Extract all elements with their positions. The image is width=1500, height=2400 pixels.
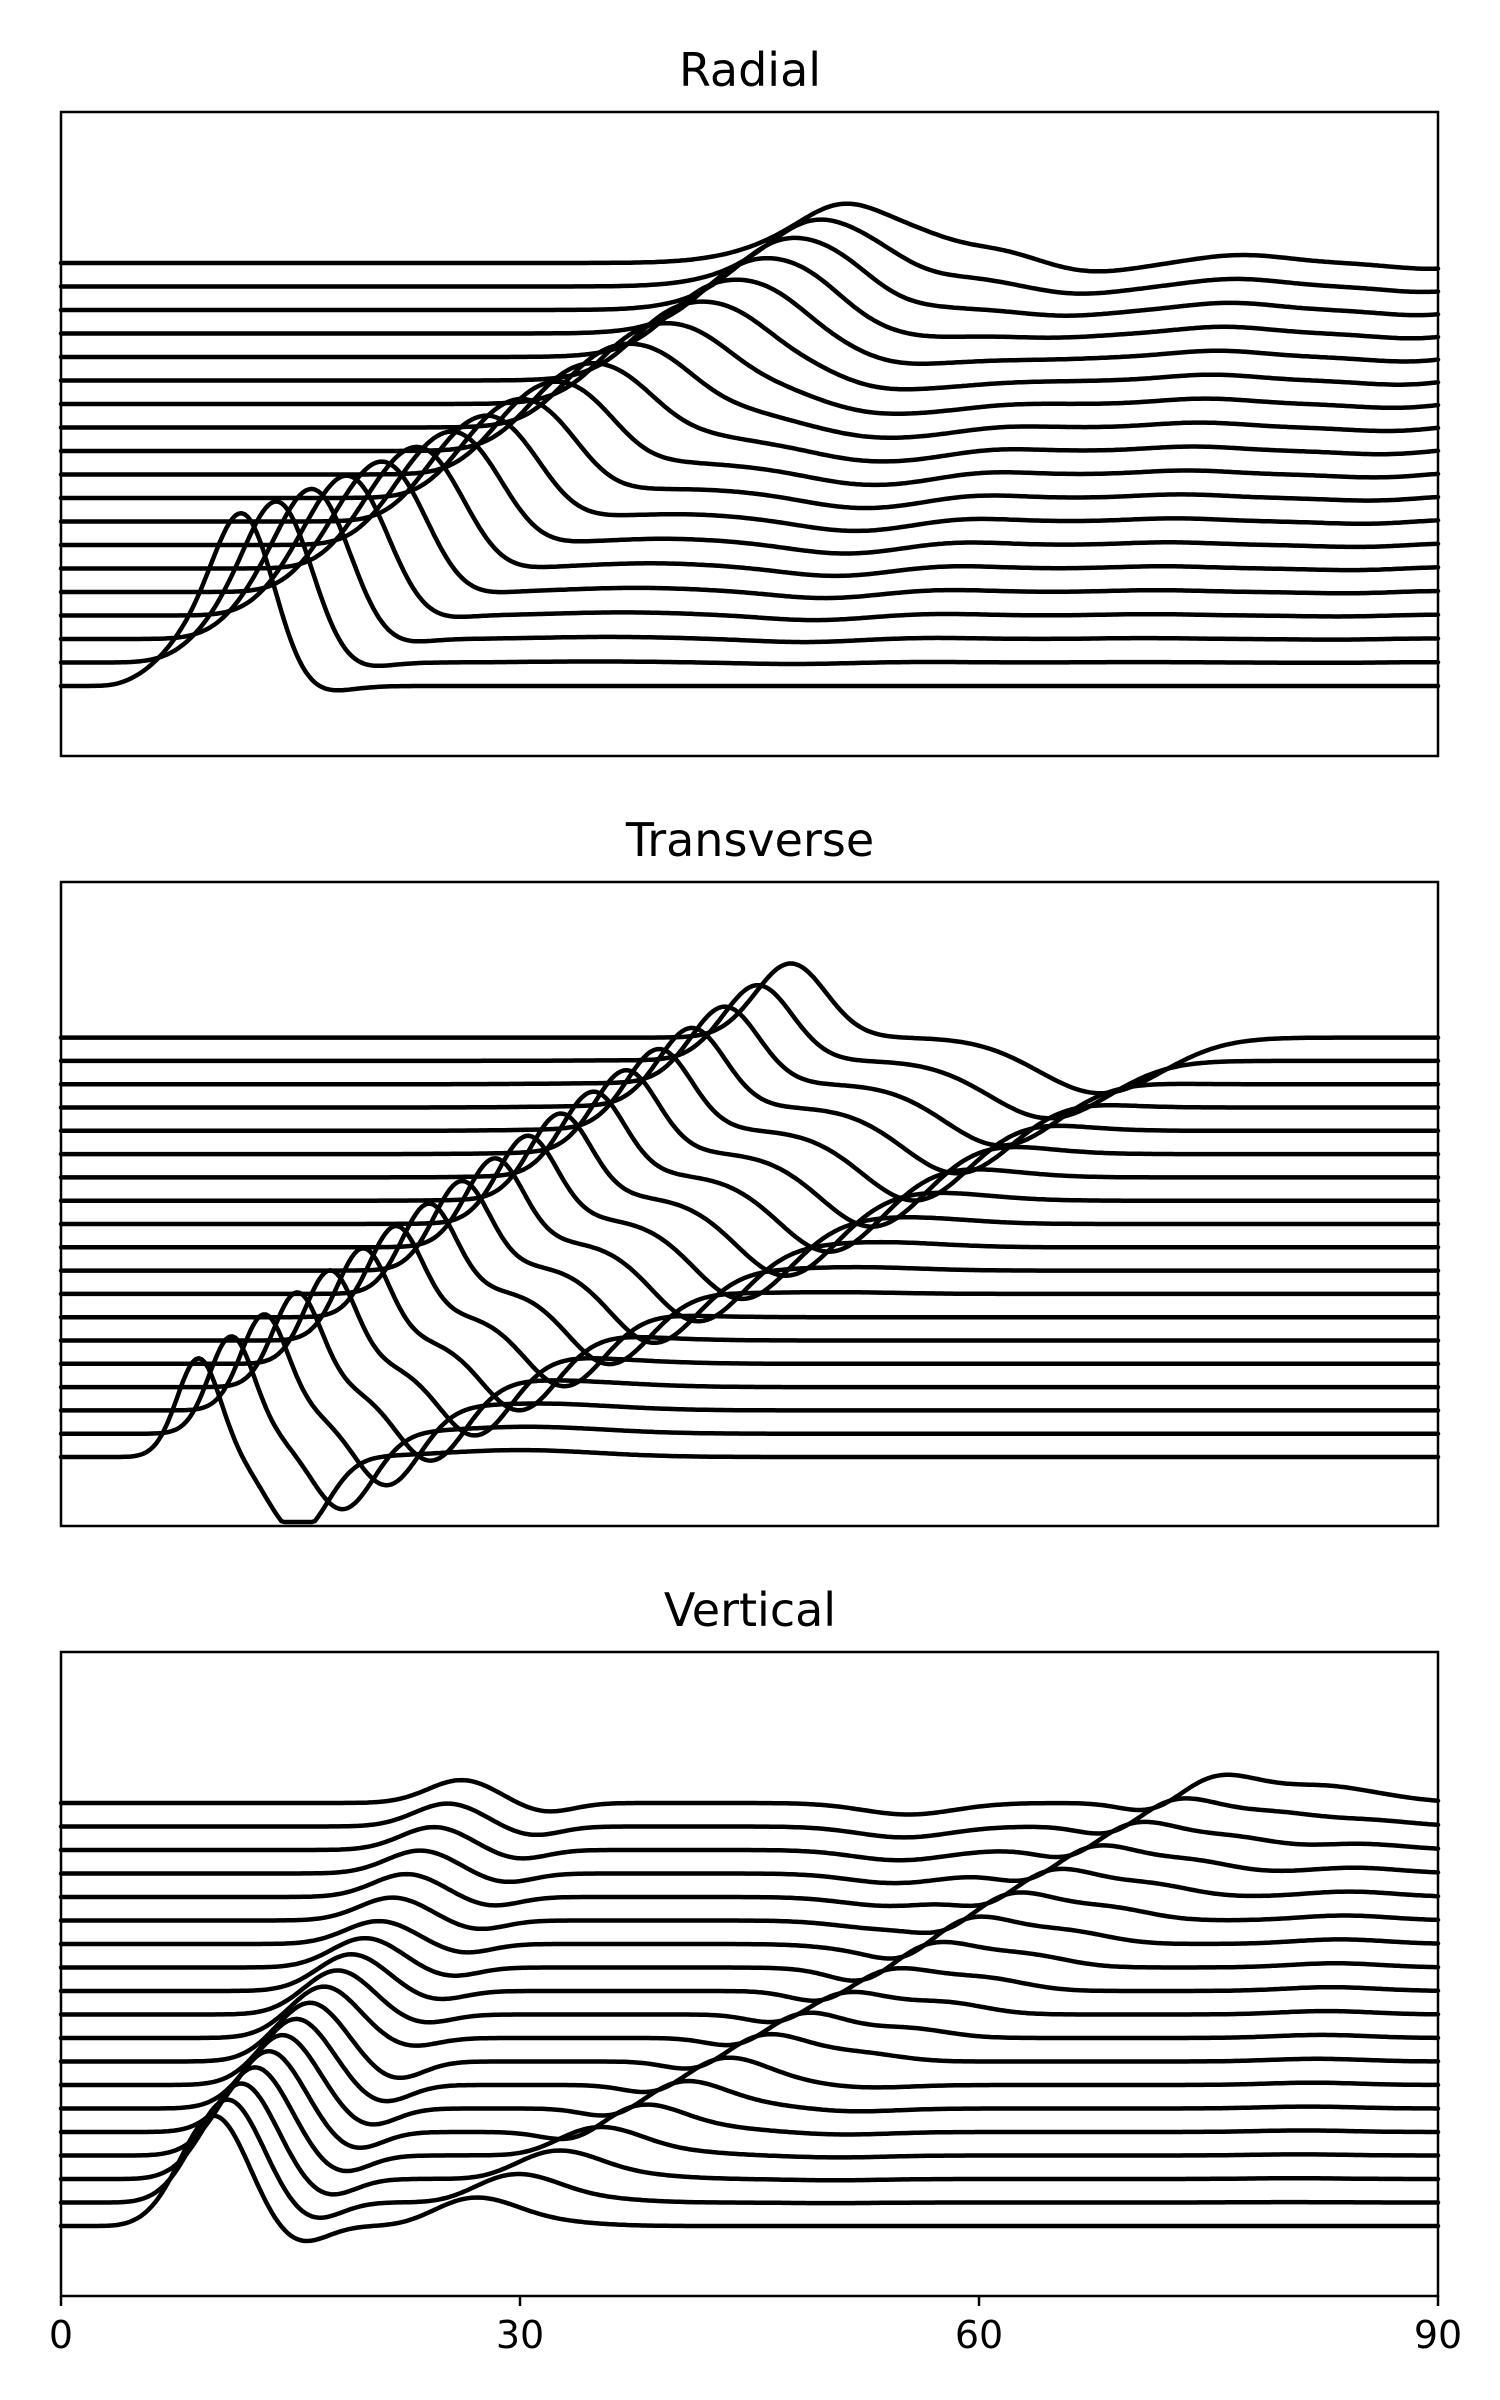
vertical-trace-7	[58, 2016, 1441, 2104]
vertical-traces	[58, 1772, 1441, 2244]
radial-trace-12	[58, 341, 1441, 440]
transverse-panel: Transverse	[58, 813, 1441, 1528]
radial-trace-6	[58, 444, 1441, 579]
radial-traces	[58, 201, 1441, 693]
transverse-trace-12	[58, 1111, 1441, 1278]
vertical-trace-17	[58, 1819, 1441, 1863]
vertical-trace-2	[58, 2097, 1441, 2220]
radial-trace-11	[58, 360, 1441, 464]
vertical-trace-14	[58, 1890, 1441, 1936]
vertical-trace-13	[58, 1914, 1441, 1961]
transverse-trace-11	[58, 1133, 1441, 1302]
vertical-trace-10	[58, 1968, 1441, 2025]
transverse-trace-2	[58, 1334, 1441, 1512]
x-tick-label-30: 30	[496, 2313, 544, 2357]
radial-trace-8	[58, 413, 1441, 534]
radial-trace-2	[58, 499, 1441, 669]
transverse-trace-15	[58, 1046, 1441, 1203]
vertical-plot-frame	[59, 1650, 1440, 2298]
x-tick-label-60: 60	[955, 2313, 1003, 2357]
vertical-trace-4	[58, 2065, 1441, 2174]
radial-trace-16	[58, 255, 1441, 341]
vertical-panel: Vertical 0 30 60 90	[49, 1583, 1462, 2357]
transverse-trace-8	[58, 1201, 1441, 1367]
vertical-x-axis: 0 30 60 90	[49, 2296, 1462, 2357]
vertical-trace-16	[58, 1843, 1441, 1886]
vertical-title: Vertical	[664, 1583, 836, 1637]
vertical-trace-15	[58, 1866, 1441, 1909]
radial-trace-18	[58, 217, 1441, 296]
vertical-trace-12	[58, 1935, 1441, 1983]
radial-trace-19	[58, 201, 1441, 274]
radial-trace-3	[58, 486, 1441, 645]
radial-trace-14	[58, 299, 1441, 392]
transverse-trace-13	[58, 1089, 1441, 1254]
vertical-trace-18	[58, 1796, 1441, 1840]
transverse-trace-6	[58, 1246, 1441, 1413]
transverse-trace-4	[58, 1290, 1441, 1463]
radial-trace-4	[58, 473, 1441, 623]
transverse-traces	[58, 961, 1441, 1525]
vertical-trace-6	[58, 2032, 1441, 2127]
radial-trace-13	[58, 320, 1441, 416]
vertical-trace-5	[58, 2048, 1441, 2150]
transverse-trace-17	[58, 1004, 1441, 1148]
radial-trace-10	[58, 379, 1441, 488]
x-tick-label-0: 0	[49, 2313, 73, 2357]
transverse-trace-18	[58, 982, 1441, 1121]
transverse-trace-19	[58, 961, 1441, 1096]
vertical-trace-19	[58, 1772, 1441, 1817]
radial-trace-7	[58, 429, 1441, 556]
radial-plot-frame	[59, 110, 1440, 758]
radial-panel: Radial	[58, 43, 1441, 758]
radial-trace-9	[58, 396, 1441, 511]
radial-title: Radial	[679, 43, 821, 97]
transverse-title: Transverse	[625, 813, 874, 867]
transverse-trace-10	[58, 1156, 1441, 1324]
transverse-trace-7	[58, 1223, 1441, 1389]
transverse-trace-3	[58, 1312, 1441, 1488]
transverse-trace-9	[58, 1178, 1441, 1346]
transverse-plot-frame	[59, 880, 1440, 1528]
transverse-trace-16	[58, 1025, 1441, 1176]
vertical-trace-9	[58, 1984, 1441, 2048]
radial-trace-5	[58, 459, 1441, 601]
vertical-trace-1	[58, 2113, 1441, 2244]
radial-trace-1	[58, 510, 1441, 693]
radial-trace-15	[58, 277, 1441, 366]
transverse-trace-14	[58, 1067, 1441, 1229]
transverse-trace-1	[58, 1356, 1441, 1525]
vertical-trace-11	[58, 1952, 1441, 2003]
vertical-trace-3	[58, 2081, 1441, 2197]
x-tick-label-90: 90	[1414, 2313, 1462, 2357]
